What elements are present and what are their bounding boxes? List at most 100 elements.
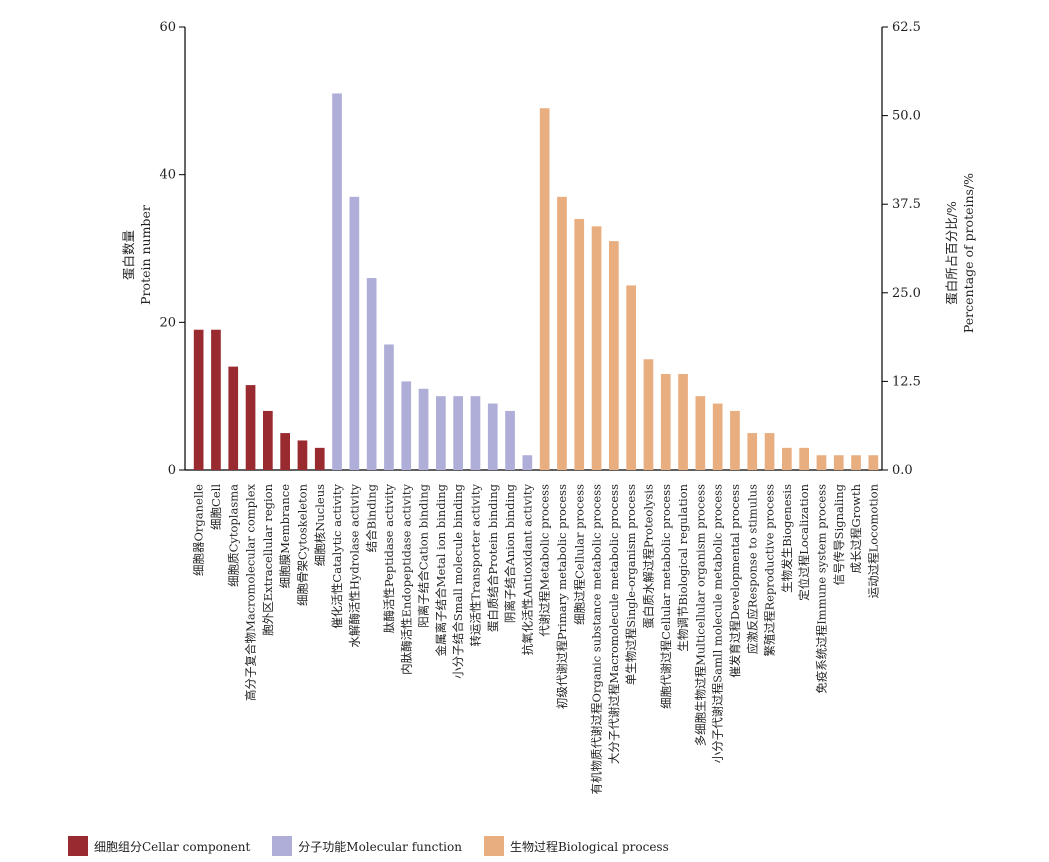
y2-tick-label: 12.5 — [892, 374, 921, 389]
legend-label: 分子功能Molecular function — [298, 839, 462, 854]
x-tick-label: 细胞代谢过程Cellular metabolic process — [659, 484, 673, 709]
bar — [712, 403, 723, 470]
x-tick-label: 生物调节Biological regulation — [676, 483, 690, 651]
bar — [245, 385, 256, 470]
bar — [539, 108, 550, 470]
x-tick-label: 内肽酶活性Endopeptidase activity — [399, 484, 413, 675]
bar — [868, 455, 879, 470]
bar — [505, 410, 515, 470]
bar — [833, 455, 844, 470]
bar — [470, 396, 481, 470]
bar — [297, 440, 308, 470]
bar — [418, 388, 429, 470]
x-tick-label: 结合Binding — [365, 483, 379, 552]
x-tick-label: 有机物质代谢过程Organic substance metabolic proc… — [590, 484, 604, 795]
x-tick-label: 肽酶活性Peptidase activity — [382, 484, 396, 634]
bar — [626, 285, 636, 470]
bar — [280, 433, 290, 470]
x-tick-label: 细胞核Nucleus — [313, 484, 327, 566]
x-tick-label: 运动过程Locomotion — [866, 483, 880, 598]
y-tick-label: 40 — [159, 168, 176, 183]
x-tick-label: 细胞Cell — [209, 484, 223, 530]
bar — [574, 218, 585, 470]
x-tick-label: 抗氧化活性Antioxidant activity — [520, 483, 534, 655]
x-tick-label: 细胞过程Cellular process — [572, 484, 586, 625]
x-tick-label: 大分子代谢过程Macromolecule metabolic process — [607, 484, 621, 764]
x-tick-label: 信号传导Signaling — [832, 483, 846, 585]
bar — [660, 374, 671, 470]
y-axis-title-line: 蛋白数量 — [121, 230, 136, 280]
y2-axis-title-line: 蛋白所占百分比/% — [944, 201, 959, 305]
x-tick-label: 催发育过程Developmental process — [728, 484, 742, 678]
bar — [730, 410, 740, 470]
bar — [747, 433, 758, 470]
bar — [401, 381, 412, 470]
x-tick-label: 细胞骨架Cytoskeleton — [295, 483, 309, 606]
legend-item: 分子功能Molecular function — [272, 836, 462, 856]
x-tick-label: 胞外区Extracellular region — [261, 483, 275, 635]
bars — [193, 93, 879, 471]
bar — [522, 455, 533, 470]
x-tick-label: 金属离子结合Metal ion binding — [434, 483, 448, 656]
bar — [228, 366, 239, 470]
bar — [436, 396, 446, 470]
legend-swatch — [483, 836, 504, 856]
y-tick-label: 60 — [159, 20, 176, 35]
y2-axis-title-line: Percentage of proteins/% — [961, 173, 976, 333]
x-tick-label: 免疫系统过程Immune system process — [814, 484, 828, 694]
x-tick-label: 生物发生Biogenesis — [780, 484, 794, 593]
y-tick-label: 0 — [168, 463, 176, 478]
bar — [557, 196, 567, 471]
y2-tick-label: 50.0 — [892, 109, 921, 124]
x-tick-label: 代谢过程Metabolic process — [538, 484, 552, 637]
bar — [695, 396, 706, 470]
x-tick-label: 蛋白质结合Protein binding — [486, 483, 500, 632]
bar — [487, 403, 498, 470]
bar — [678, 374, 688, 470]
bar — [314, 447, 325, 470]
bar — [851, 455, 861, 470]
legend-label: 细胞组分Cellar component — [94, 839, 251, 854]
y2-tick-label: 25.0 — [892, 286, 921, 301]
x-tick-labels: 细胞器Organelle 细胞Cell 细胞质Cytoplasma 高分子复合物Mac… — [192, 483, 881, 794]
x-tick-label: 细胞膜Membrance — [278, 484, 292, 589]
legend-item: 生物过程Biological process — [483, 836, 669, 856]
bar — [366, 278, 377, 470]
x-tick-label: 水解酶活性Hydrolase activity — [347, 483, 361, 647]
y2-axis-label: 蛋白所占百分比/% Percentage of proteins/% — [944, 173, 976, 333]
y-tick-label: 20 — [159, 315, 176, 330]
y-axis-title-line: Protein number — [138, 205, 153, 305]
bar — [453, 396, 463, 470]
bar — [332, 93, 342, 470]
legend-label: 生物过程Biological process — [509, 839, 669, 854]
x-tick-label: 成长过程Growth — [849, 483, 863, 573]
x-tick-label: 小分子代谢过程Samll molecule metabolic process — [711, 484, 725, 763]
x-tick-label: 阴离子结合Anion binding — [503, 483, 517, 623]
y2-tick-label: 62.5 — [892, 20, 921, 35]
legend-swatch — [68, 836, 88, 856]
x-tick-label: 催化活性Catalytic activity — [330, 483, 344, 628]
bar — [816, 455, 827, 470]
bar — [193, 329, 204, 470]
x-tick-label: 应激反应Response to stimulus — [745, 484, 759, 654]
bar — [609, 241, 619, 470]
x-tick-label: 细胞质Cytoplasma — [226, 484, 240, 587]
legend-item: 细胞组分Cellar component — [68, 836, 250, 856]
x-tick-label: 定位过程Localization — [797, 483, 811, 600]
x-tick-label: 初级代谢过程Primary metabolic process — [555, 484, 569, 709]
x-tick-label: 繁殖过程Reproductive process — [763, 484, 777, 657]
bar — [643, 359, 654, 470]
x-tick-label: 高分子复合物Macromolecular complex — [244, 484, 258, 701]
x-tick-label: 单生物过程Single-organism process — [624, 484, 638, 685]
x-tick-label: 细胞器Organelle — [192, 484, 206, 576]
bar — [799, 447, 809, 470]
x-tick-label: 阳离子结合Cation binding — [417, 483, 431, 627]
bar — [384, 344, 394, 470]
y2-tick-label: 0.0 — [892, 463, 913, 478]
bar — [591, 226, 602, 470]
legend-swatch — [272, 836, 293, 856]
x-tick-label: 小分子结合Small molecule binding — [451, 483, 465, 678]
x-tick-label: 转运活性Transporter activity — [468, 484, 482, 647]
legend: 细胞组分Cellar component 分子功能Molecular functi… — [68, 834, 691, 858]
